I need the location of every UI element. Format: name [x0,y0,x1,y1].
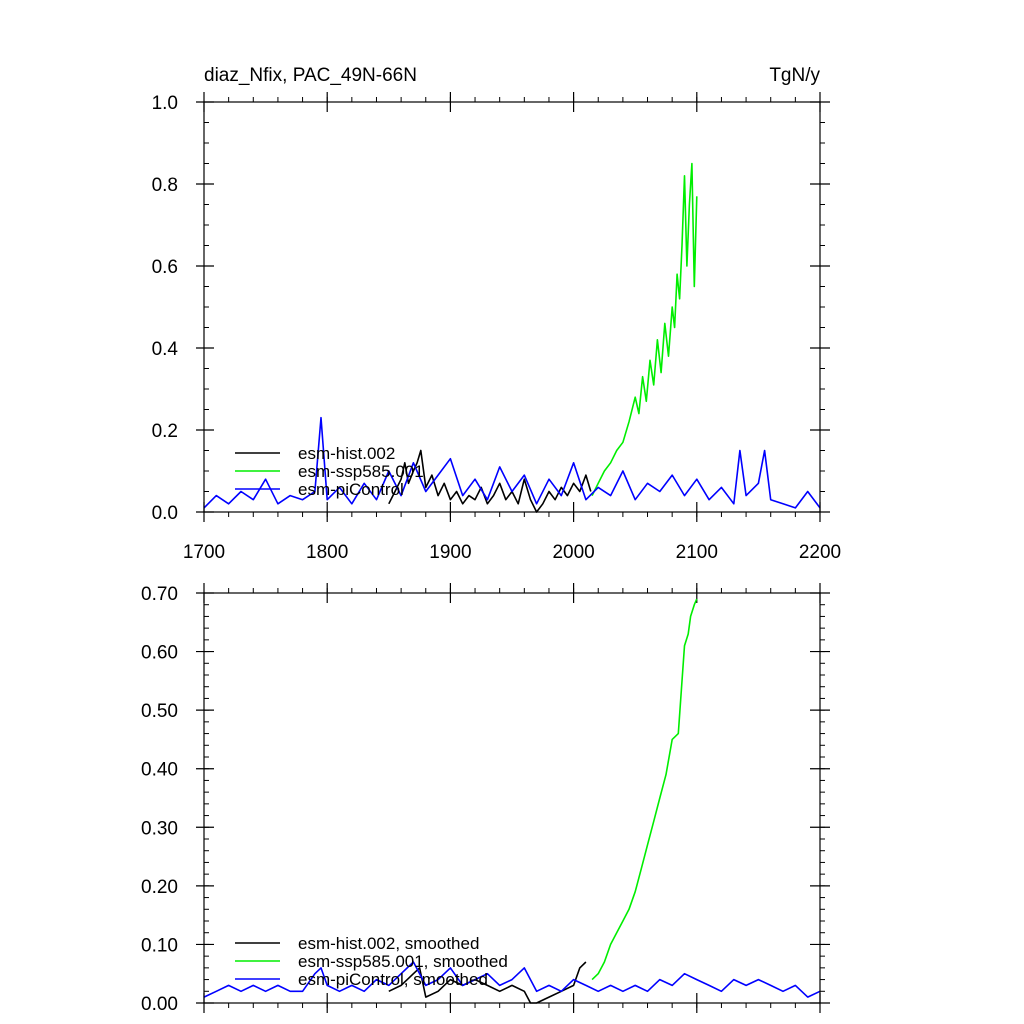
legend-label-2: esm-piControl [298,480,404,499]
x-tick-label: 1800 [306,542,348,563]
y-tick-label: 0.30 [141,818,178,839]
y-tick-label: 0.00 [141,994,178,1015]
y-tick-label: 0.40 [141,760,178,781]
y-tick-label: 0.6 [152,257,178,278]
legend-label-1: esm-ssp585.001 [298,462,424,481]
series-line-0 [388,961,587,1004]
x-tick-label: 1900 [429,542,471,563]
x-tick-label: 1700 [183,542,225,563]
top-plot-frame [203,101,821,513]
x-tick-label: 2200 [799,542,841,563]
y-tick-label: 0.8 [152,175,178,196]
top-series-group [203,162,821,513]
bottom-series-group [203,598,821,1004]
series-line-1 [591,162,698,496]
y-tick-label: 0.2 [152,421,178,442]
y-tick-label: 0.4 [152,339,179,360]
y-tick-label: 0.20 [141,877,178,898]
units-label: TgN/y [769,65,820,86]
x-tick-label: 2000 [552,542,594,563]
legend-label-1: esm-ssp585.001, smoothed [298,952,508,971]
series-line-2 [203,416,821,509]
y-tick-label: 0.0 [152,503,178,524]
chart-title: diaz_Nfix, PAC_49N-66N [204,65,417,86]
y-tick-label: 1.0 [152,93,178,114]
legend-label-0: esm-hist.002, smoothed [298,934,479,953]
top-axis-ticks: 0.0 0.2 0.4 0.6 0.8 1.0 1700 1800 1900 2000 2100 22… [152,92,841,563]
y-tick-label: 0.50 [141,701,178,722]
bottom-panel: 0.00 0.10 0.20 0.30 0.40 0.50 0.60 0.70 esm-his… [141,583,830,1015]
legend-label-2: esm-piControl, smoothed [298,970,488,989]
bottom-plot-frame [203,592,821,1004]
x-tick-label: 2100 [676,542,718,563]
top-panel: diaz_Nfix, PAC_49N-66N TgN/y 0.00.20.40.… [152,65,842,563]
series-line-1 [591,598,698,981]
legend-label-0: esm-hist.002 [298,444,395,463]
series-line-2 [203,961,821,998]
y-tick-label: 0.60 [141,643,178,664]
y-tick-label: 0.10 [141,935,178,956]
y-tick-label: 0.70 [141,584,178,605]
